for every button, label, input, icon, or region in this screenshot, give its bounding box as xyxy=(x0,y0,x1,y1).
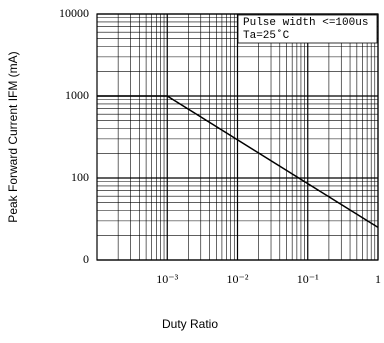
x-tick-label: 1 xyxy=(375,272,381,286)
plot-frame xyxy=(96,13,379,261)
y-axis-label: Peak Forward Current IFM (mA) xyxy=(6,51,20,222)
annotation: Ta=25˚C xyxy=(243,29,290,42)
y-tick-label: 100 xyxy=(71,170,89,184)
y-tick-label: 1000 xyxy=(65,88,89,102)
x-tick-label: 10⁻¹ xyxy=(297,272,319,286)
annotation: Pulse width <=100us xyxy=(243,17,368,29)
x-axis-label: Duty Ratio xyxy=(162,317,218,331)
y-tick-label: 10000 xyxy=(59,6,89,20)
x-tick-label: 10⁻² xyxy=(227,272,249,286)
y-tick-label: 0 xyxy=(83,252,89,266)
data-line xyxy=(97,95,379,229)
x-tick-label: 10⁻³ xyxy=(156,272,178,286)
annotation-box xyxy=(237,14,378,44)
